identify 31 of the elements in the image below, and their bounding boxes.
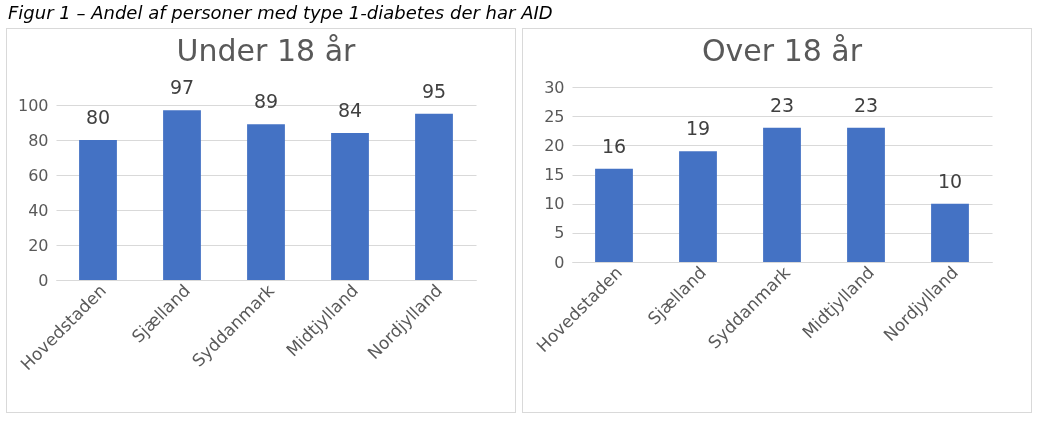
- y-tick-label: 5: [554, 223, 565, 243]
- data-label: 95: [421, 79, 447, 102]
- chart-title: Over 18 år: [701, 33, 863, 68]
- y-tick-label: 20: [28, 235, 49, 255]
- text: Figur 1 – Andel af personer med type 1-diabetes der har AID: [7, 1, 554, 25]
- chart-title: Under 18 år: [176, 33, 357, 69]
- y-tick-label: 15: [544, 165, 565, 184]
- y-tick-label: 20: [544, 135, 565, 155]
- bar: [763, 127, 801, 262]
- y-tick-label: 10: [544, 194, 565, 214]
- y-tick-label: 80: [28, 130, 49, 150]
- y-tick-label: 40: [28, 200, 49, 220]
- data-label: 80: [85, 106, 111, 128]
- data-label: 19: [685, 117, 711, 140]
- bar: [679, 151, 717, 262]
- y-tick-label: 25: [544, 106, 565, 126]
- y-tick-label: 60: [28, 165, 49, 185]
- data-label: 23: [853, 93, 879, 116]
- y-tick-label: 100: [17, 95, 49, 115]
- bar: [595, 168, 633, 262]
- data-label: 97: [169, 76, 195, 99]
- y-tick-label: 0: [38, 270, 49, 290]
- bar: [847, 127, 885, 262]
- data-label: 89: [253, 90, 279, 113]
- data-label: 23: [769, 93, 795, 116]
- data-label: 84: [337, 99, 363, 121]
- data-label: 16: [601, 134, 627, 157]
- bar: [931, 203, 969, 262]
- y-tick-label: 30: [544, 77, 565, 97]
- data-label: 10: [937, 169, 963, 192]
- y-tick-label: 0: [554, 252, 565, 272]
